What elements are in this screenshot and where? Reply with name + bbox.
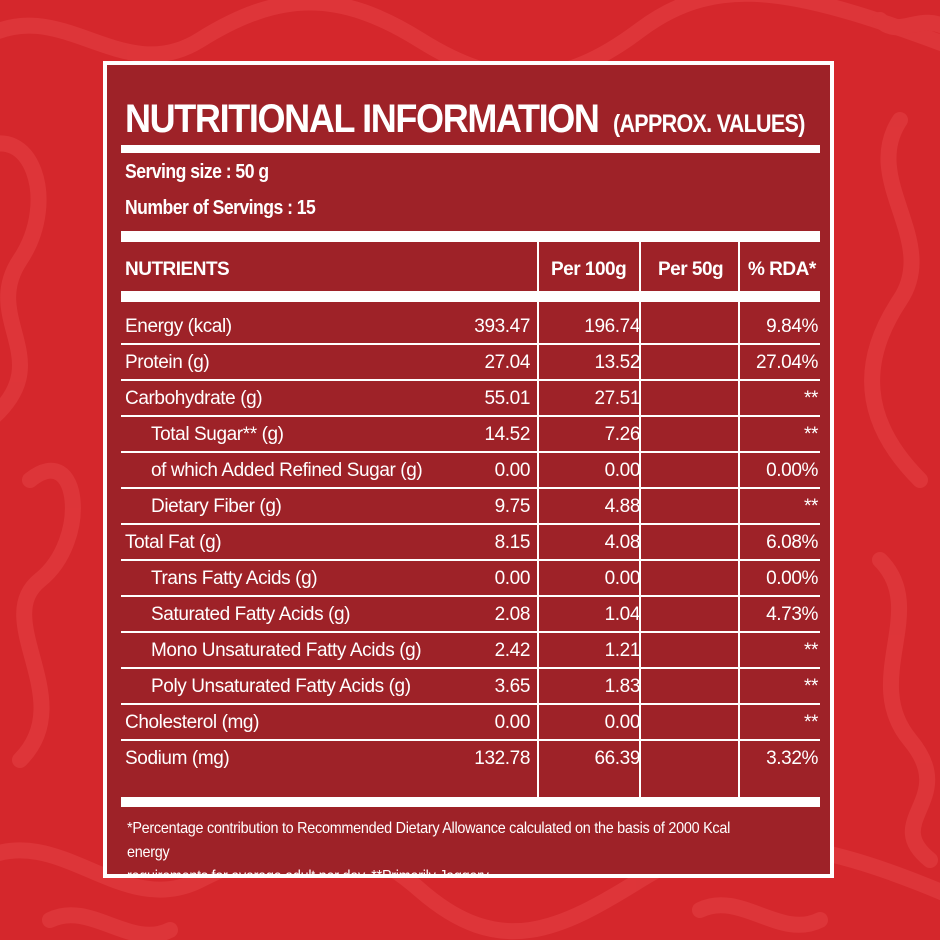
value-per-100g: 27.04: [484, 352, 530, 373]
header-per-100g: Per 100g: [551, 259, 627, 280]
value-per-50g: 7.26: [604, 424, 641, 445]
nutrient-name: Saturated Fatty Acids (g): [151, 604, 351, 625]
divider-serving: [121, 231, 820, 242]
value-rda: **: [804, 676, 818, 697]
value-per-100g: 14.52: [484, 424, 530, 445]
value-per-100g: 0.00: [494, 712, 531, 733]
value-per-50g: 0.00: [604, 712, 641, 733]
value-per-100g: 2.42: [494, 640, 531, 661]
nutrient-name: Protein (g): [125, 352, 210, 373]
table-row: Carbohydrate (g) 55.01 27.51 **: [121, 381, 820, 417]
nutrient-name: Dietary Fiber (g): [151, 496, 282, 517]
value-per-100g: 55.01: [484, 388, 530, 409]
value-per-50g: 196.74: [584, 316, 640, 337]
nutrient-name: Carbohydrate (g): [125, 388, 263, 409]
column-divider-1: [537, 242, 539, 800]
table-row: Protein (g) 27.04 13.52 27.04%: [121, 345, 820, 381]
value-per-50g: 1.83: [604, 676, 641, 697]
value-per-50g: 4.88: [604, 496, 641, 517]
table-row: Energy (kcal) 393.47 196.74 9.84%: [121, 309, 820, 345]
nutrient-name: Energy (kcal): [125, 316, 232, 337]
nutrient-name: Trans Fatty Acids (g): [151, 568, 318, 589]
value-per-50g: 0.00: [604, 460, 641, 481]
value-rda: 4.73%: [766, 604, 818, 625]
value-rda: **: [804, 388, 818, 409]
header-rda: % RDA*: [748, 259, 816, 280]
value-per-100g: 8.15: [494, 532, 531, 553]
title-row: NUTRITIONAL INFORMATION (APPROX. VALUES): [125, 79, 825, 139]
nutrient-name: Mono Unsaturated Fatty Acids (g): [151, 640, 422, 661]
value-per-100g: 0.00: [494, 568, 531, 589]
table-row: Trans Fatty Acids (g) 0.00 0.00 0.00%: [121, 561, 820, 597]
value-per-100g: 132.78: [474, 748, 530, 769]
value-rda: 0.00%: [766, 568, 818, 589]
table-row: Cholesterol (mg) 0.00 0.00 **: [121, 705, 820, 741]
table-row: Saturated Fatty Acids (g) 2.08 1.04 4.73…: [121, 597, 820, 633]
servings-count: Number of Servings : 15: [125, 197, 316, 219]
value-per-50g: 4.08: [604, 532, 641, 553]
value-per-100g: 393.47: [474, 316, 530, 337]
table-row: Dietary Fiber (g) 9.75 4.88 **: [121, 489, 820, 525]
table-row: Mono Unsaturated Fatty Acids (g) 2.42 1.…: [121, 633, 820, 669]
nutrient-name: Total Fat (g): [125, 532, 222, 553]
value-rda: **: [804, 640, 818, 661]
divider-header: [121, 291, 820, 302]
nutrient-name: Total Sugar** (g): [151, 424, 284, 445]
value-rda: 3.32%: [766, 748, 818, 769]
title-subtitle: (APPROX. VALUES): [613, 110, 805, 138]
table-row: Poly Unsaturated Fatty Acids (g) 3.65 1.…: [121, 669, 820, 705]
value-rda: 27.04%: [755, 352, 818, 373]
footnote-line-2: requirements for average adult per day. …: [127, 868, 492, 878]
value-per-50g: 13.52: [594, 352, 640, 373]
table-row: of which Added Refined Sugar (g) 0.00 0.…: [121, 453, 820, 489]
value-rda: **: [804, 712, 818, 733]
value-per-50g: 1.21: [604, 640, 641, 661]
nutrient-name: Cholesterol (mg): [125, 712, 260, 733]
column-divider-3: [738, 242, 740, 800]
divider-bottom: [121, 797, 820, 807]
value-per-50g: 27.51: [594, 388, 640, 409]
value-per-100g: 3.65: [494, 676, 531, 697]
value-rda: **: [804, 496, 818, 517]
value-rda: 9.84%: [766, 316, 818, 337]
header-per-50g: Per 50g: [658, 259, 724, 280]
value-per-50g: 1.04: [604, 604, 641, 625]
table-row: Sodium (mg) 132.78 66.39 3.32%: [121, 741, 820, 777]
value-per-100g: 2.08: [494, 604, 531, 625]
nutrition-panel: NUTRITIONAL INFORMATION (APPROX. VALUES)…: [103, 61, 834, 878]
value-per-100g: 9.75: [494, 496, 531, 517]
value-per-50g: 66.39: [594, 748, 640, 769]
divider-top: [121, 145, 820, 153]
nutrient-name: of which Added Refined Sugar (g): [151, 460, 423, 481]
value-per-100g: 0.00: [494, 460, 531, 481]
nutrient-name: Sodium (mg): [125, 748, 230, 769]
value-per-50g: 0.00: [604, 568, 641, 589]
value-rda: 0.00%: [766, 460, 818, 481]
footnote: *Percentage contribution to Recommended …: [127, 817, 775, 878]
page-title: NUTRITIONAL INFORMATION: [125, 97, 600, 141]
value-rda: 6.08%: [766, 532, 818, 553]
column-divider-2: [639, 242, 641, 800]
table-row: Total Fat (g) 8.15 4.08 6.08%: [121, 525, 820, 561]
footnote-line-1: *Percentage contribution to Recommended …: [127, 820, 730, 861]
value-rda: **: [804, 424, 818, 445]
serving-size: Serving size : 50 g: [125, 161, 269, 183]
header-nutrients: NUTRIENTS: [125, 259, 230, 280]
nutrient-name: Poly Unsaturated Fatty Acids (g): [151, 676, 411, 697]
table-row: Total Sugar** (g) 14.52 7.26 **: [121, 417, 820, 453]
